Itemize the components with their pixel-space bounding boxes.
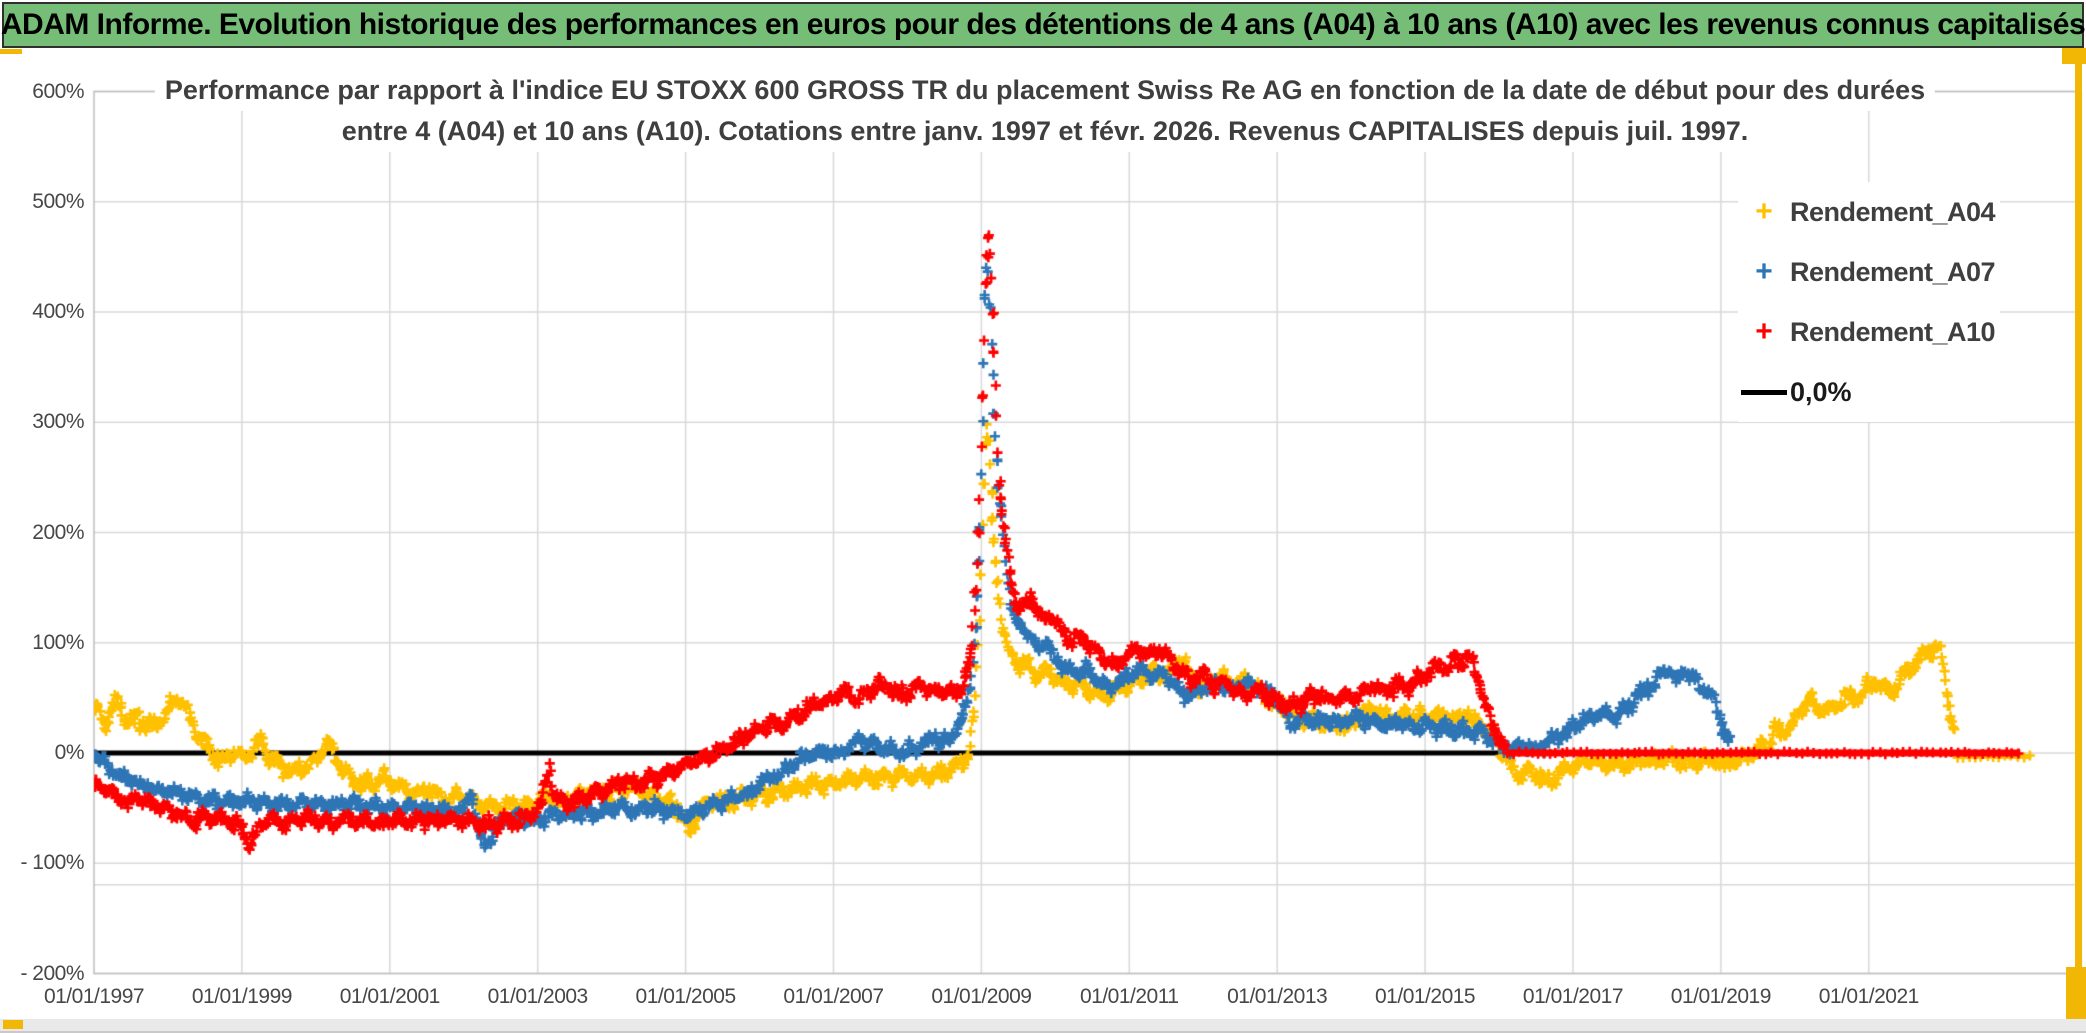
page-title: ADAM Informe. Evolution historique des p… — [1, 2, 2086, 48]
chart-title-line1: Performance par rapport à l'indice EU ST… — [154, 70, 1936, 111]
y-axis-tick-label: 600% — [32, 79, 84, 103]
zero-line-icon — [1741, 389, 1787, 395]
cross-marker-icon: + — [1755, 195, 1773, 228]
x-axis-tick-label: 01/01/2019 — [1670, 985, 1772, 1008]
x-axis-tick-label: 01/01/2003 — [487, 985, 589, 1008]
legend-item-rendement-a10[interactable]: + Rendement_A10 — [1738, 302, 2000, 362]
cross-marker-icon: + — [1755, 255, 1773, 288]
legend-label: Rendement_A07 — [1790, 256, 1996, 287]
y-axis-tick-label: 400% — [32, 300, 84, 323]
x-axis-tick-label: 01/01/2007 — [783, 985, 884, 1008]
legend-item-rendement-a07[interactable]: + Rendement_A07 — [1738, 242, 2000, 302]
x-axis-tick-label: 01/01/2021 — [1818, 985, 1920, 1008]
y-axis-tick-label: 100% — [32, 630, 84, 654]
y-axis-tick-label: - 100% — [20, 851, 84, 875]
y-axis-tick-label: 0% — [54, 741, 85, 764]
gold-accent-bottom-left — [3, 1020, 23, 1029]
cross-marker-icon: + — [1755, 315, 1773, 348]
gold-accent-bottom-right — [2066, 967, 2086, 1031]
y-axis-tick-label: - 200% — [20, 961, 84, 985]
x-axis-tick-label: 01/01/1999 — [191, 985, 293, 1008]
chart-title: Performance par rapport à l'indice EU ST… — [154, 70, 1936, 152]
x-axis-tick-label: 01/01/2013 — [1227, 985, 1328, 1008]
x-axis-tick-label: 01/01/2011 — [1079, 985, 1179, 1008]
x-axis-tick-label: 01/01/2017 — [1522, 985, 1624, 1008]
chart-title-line2: entre 4 (A04) et 10 ans (A10). Cotations… — [331, 111, 1759, 152]
x-axis-tick-label: 01/01/2015 — [1375, 985, 1476, 1008]
legend-label: Rendement_A10 — [1790, 316, 1996, 347]
y-axis-tick-label: 500% — [32, 189, 84, 213]
gold-accent-right-rail — [2075, 49, 2082, 1031]
legend-label: Rendement_A04 — [1790, 196, 1996, 227]
legend-item-rendement-a04[interactable]: + Rendement_A04 — [1738, 182, 2000, 242]
gold-accent-top-right — [2062, 48, 2086, 64]
y-axis-tick-label: 300% — [32, 410, 84, 434]
x-axis-tick-label: 01/01/1997 — [43, 985, 145, 1008]
x-axis-tick-label: 01/01/2001 — [339, 985, 441, 1008]
chart-legend: + Rendement_A04 + Rendement_A07 + Rendem… — [1738, 182, 2000, 422]
x-axis-tick-label: 01/01/2005 — [635, 985, 737, 1008]
gold-accent-top-left — [0, 49, 22, 54]
legend-item-zero-line[interactable]: 0,0% — [1738, 362, 2000, 422]
x-axis-tick-label: 01/01/2009 — [931, 985, 1032, 1008]
legend-label: 0,0% — [1790, 376, 1852, 407]
y-axis-tick-label: 200% — [32, 520, 84, 544]
